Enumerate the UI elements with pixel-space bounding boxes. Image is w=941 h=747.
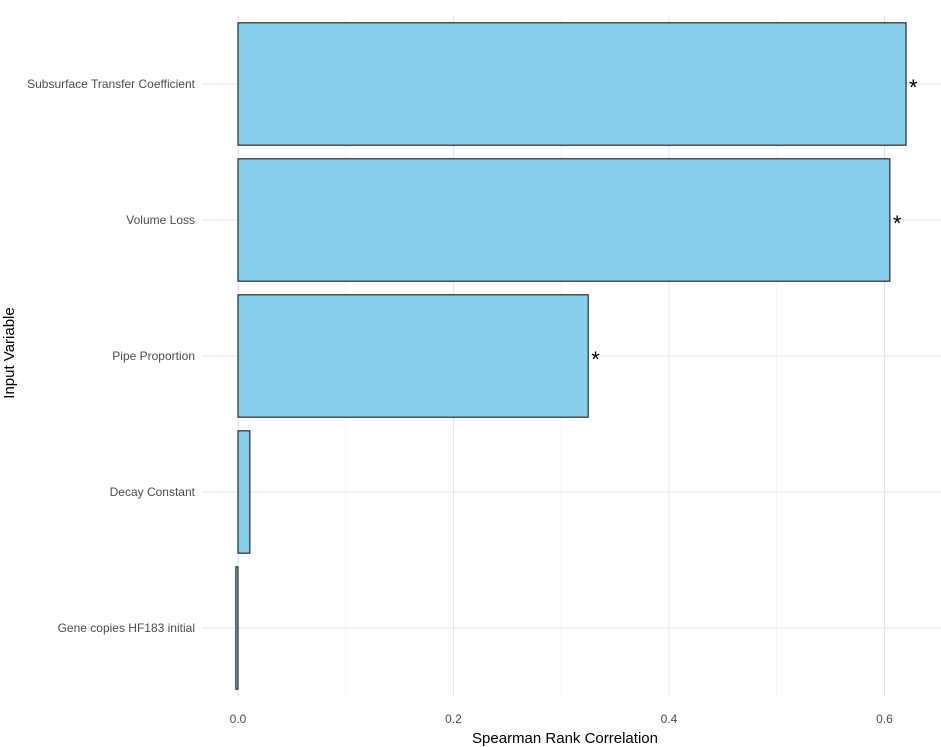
significance-marks: * * * (591, 75, 918, 372)
x-tick-labels: 0.0 0.2 0.4 0.6 (230, 712, 894, 726)
y-tick-label: Decay Constant (110, 485, 196, 499)
x-tick-label: 0.0 (230, 712, 247, 726)
x-tick-label: 0.2 (445, 712, 462, 726)
bar (237, 430, 251, 554)
y-tick-label: Pipe Proportion (112, 349, 195, 363)
significance-mark: * (591, 347, 600, 372)
y-tick-labels: Subsurface Transfer Coefficient Volume Lo… (27, 77, 196, 635)
significance-mark: * (909, 75, 918, 100)
significance-mark: * (893, 211, 902, 236)
bars (235, 22, 907, 690)
y-tick-label: Gene copies HF183 initial (58, 621, 195, 635)
x-tick-label: 0.4 (661, 712, 678, 726)
bar (237, 294, 589, 418)
y-tick-label: Volume Loss (126, 213, 195, 227)
x-tick-label: 0.6 (876, 712, 893, 726)
bar (237, 158, 891, 282)
x-axis-title: Spearman Rank Correlation (472, 730, 658, 747)
bar (237, 22, 907, 146)
y-tick-label: Subsurface Transfer Coefficient (27, 77, 196, 91)
y-axis-title: Input Variable (1, 307, 18, 398)
bar (235, 566, 239, 690)
